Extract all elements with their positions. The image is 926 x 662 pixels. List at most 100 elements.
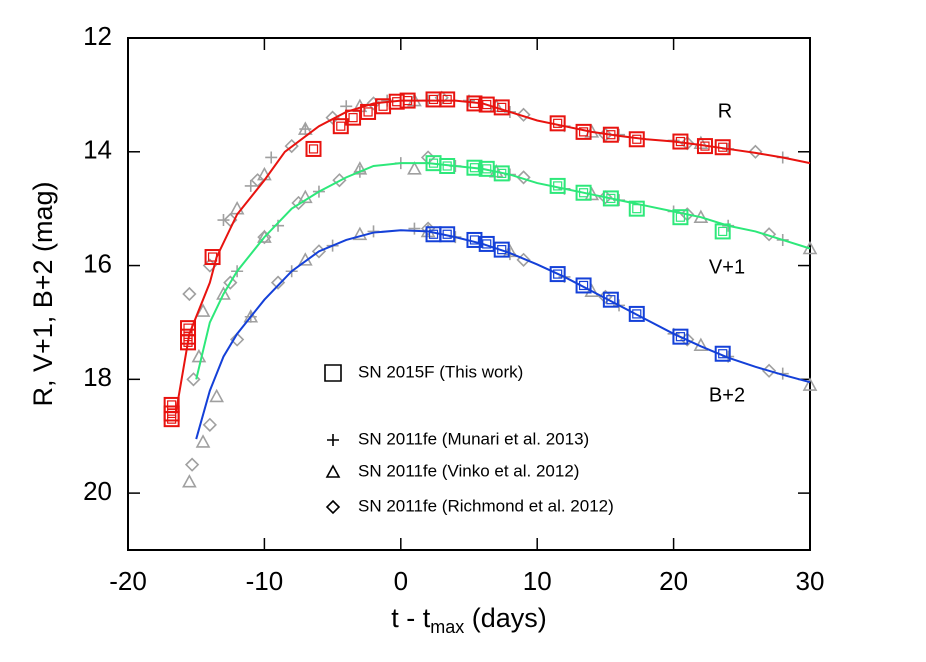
- y-axis-label: R, V+1, B+2 (mag): [28, 181, 58, 406]
- square-inner: [553, 269, 563, 279]
- square-inner: [167, 400, 177, 410]
- square-inner: [363, 107, 373, 117]
- plus-marker: [265, 151, 278, 164]
- square-inner: [167, 414, 177, 424]
- triangle-marker: [243, 309, 259, 323]
- square-outer: [439, 91, 456, 108]
- square-outer: [714, 345, 731, 362]
- square-outer: [332, 118, 349, 135]
- diamond-marker: [229, 332, 245, 347]
- plot-frame: [127, 37, 811, 551]
- diamond-marker: [184, 457, 200, 472]
- square-outer: [672, 328, 689, 345]
- diamond-marker: [420, 150, 436, 165]
- legend-label: SN 2011fe (Richmond et al. 2012): [358, 496, 614, 515]
- diamond-marker: [516, 170, 531, 185]
- triangle-marker: [502, 243, 518, 258]
- plus-marker: [327, 434, 339, 446]
- x-label-tail: (days): [464, 603, 547, 633]
- triangle-marker: [195, 303, 211, 317]
- x-tick-label: 30: [796, 566, 825, 596]
- x-tick-label: -20: [109, 566, 147, 596]
- triangle-marker: [216, 286, 231, 300]
- y-tick-label: 16: [83, 248, 112, 278]
- triangle-marker: [297, 189, 313, 204]
- square-inner: [336, 121, 346, 131]
- square-marker: [439, 91, 456, 108]
- square-inner: [632, 309, 642, 319]
- diamond-marker: [202, 417, 217, 432]
- y-tick-label: 12: [83, 21, 112, 51]
- square-outer: [493, 241, 510, 258]
- plus-marker: [244, 179, 257, 192]
- square-inner: [718, 226, 728, 237]
- square-marker: [163, 411, 180, 428]
- y-tick-label: 14: [83, 135, 112, 165]
- y-tick-label: 18: [83, 362, 112, 392]
- square-marker: [628, 305, 645, 322]
- square-marker: [305, 140, 322, 157]
- square-inner: [308, 144, 319, 154]
- x-axis-label: t - tmax (days): [391, 603, 547, 637]
- diamond-marker: [598, 190, 613, 205]
- diamond-marker: [250, 173, 265, 188]
- diamond-marker: [516, 107, 531, 122]
- diamond-marker: [748, 144, 763, 159]
- diamond-marker: [223, 275, 238, 290]
- square-inner: [348, 113, 358, 123]
- legend-square: [324, 364, 342, 382]
- y-tick-label: 20: [83, 476, 112, 506]
- square-outer: [478, 96, 495, 113]
- square-outer: [575, 184, 592, 201]
- square-outer: [549, 266, 566, 283]
- square-outer: [180, 334, 197, 351]
- diamond-marker: [257, 229, 272, 245]
- triangle-marker: [297, 121, 313, 135]
- model-curve: [195, 229, 811, 440]
- square-outer: [602, 190, 619, 207]
- square-outer: [204, 249, 221, 266]
- square-inner: [675, 332, 686, 342]
- x-tick-label: 10: [523, 566, 552, 596]
- band-label: R: [718, 100, 732, 122]
- square-marker: [672, 328, 689, 345]
- legend-label: SN 2011fe (Munari et al. 2013): [358, 429, 589, 448]
- square-outer: [672, 209, 689, 226]
- square-inner: [167, 408, 177, 419]
- square-marker: [332, 118, 349, 135]
- triangle-marker: [802, 377, 818, 391]
- plus-marker: [408, 222, 421, 235]
- diamond-marker: [325, 110, 340, 125]
- square-outer: [628, 200, 645, 217]
- x-tick-label: -10: [246, 566, 284, 596]
- square-outer: [575, 277, 592, 294]
- x-tick-label: 20: [659, 566, 688, 596]
- diamond-marker: [325, 499, 341, 515]
- triangle-marker: [195, 434, 211, 448]
- diamond-marker: [366, 96, 381, 111]
- triangle-marker: [209, 388, 225, 403]
- legend-label: SN 2015F (This work): [358, 362, 523, 381]
- square-inner: [442, 94, 452, 105]
- triangle-marker: [182, 474, 197, 488]
- legend-label: SN 2011fe (Vinko et al. 2012): [358, 461, 579, 480]
- model-curve: [174, 99, 811, 414]
- square-marker: [478, 96, 495, 113]
- square-inner: [428, 94, 439, 105]
- square-outer: [628, 305, 645, 322]
- square-inner: [632, 204, 642, 214]
- x-label-sub: max: [430, 617, 464, 637]
- diamond-marker: [598, 289, 613, 304]
- model-curve: [195, 162, 811, 380]
- x-tick-label: 0: [394, 566, 408, 596]
- band-label: B+2: [709, 384, 745, 406]
- square-outer: [305, 140, 322, 157]
- diamond-marker: [182, 286, 197, 302]
- square-outer: [602, 291, 619, 308]
- triangle-marker: [352, 226, 368, 241]
- x-label-main: t - t: [391, 603, 430, 633]
- square-marker: [549, 266, 566, 283]
- triangle-marker: [407, 161, 422, 175]
